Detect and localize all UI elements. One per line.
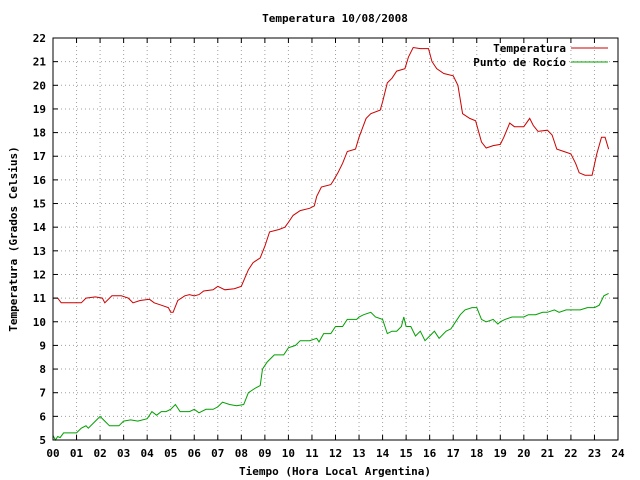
x-tick-label: 08	[235, 447, 248, 460]
x-tick-label: 00	[46, 447, 59, 460]
y-tick-label: 18	[33, 127, 46, 140]
y-tick-label: 15	[33, 198, 46, 211]
legend-label-temperatura: Temperatura	[493, 42, 566, 55]
y-tick-label: 9	[39, 339, 46, 352]
y-tick-label: 8	[39, 363, 46, 376]
x-tick-label: 23	[588, 447, 601, 460]
y-tick-label: 16	[33, 174, 47, 187]
y-tick-label: 10	[33, 316, 46, 329]
x-tick-label: 09	[258, 447, 271, 460]
x-tick-label: 14	[376, 447, 390, 460]
series-line-temperatura	[53, 46, 610, 313]
x-tick-label: 02	[93, 447, 106, 460]
x-tick-label: 05	[164, 447, 177, 460]
x-tick-label: 17	[447, 447, 460, 460]
y-tick-label: 5	[39, 434, 46, 447]
x-tick-label: 07	[211, 447, 224, 460]
x-tick-label: 06	[188, 447, 202, 460]
x-tick-label: 20	[517, 447, 530, 460]
legend: Temperatura Punto de Rocío	[473, 42, 608, 69]
x-tick-label: 15	[400, 447, 413, 460]
y-tick-label: 19	[33, 103, 46, 116]
series-line-punto-de-rocio	[52, 292, 609, 441]
tick-labels: 00 01 02 03 04 05 06 07 08 09 10 11 12 13 14 15 16 17 18 19…	[33, 32, 625, 460]
x-tick-label: 18	[470, 447, 483, 460]
y-tick-label: 21	[33, 56, 47, 69]
x-axis-label: Tiempo (Hora Local Argentina)	[239, 465, 431, 478]
y-tick-label: 13	[33, 245, 46, 258]
x-tick-label: 13	[352, 447, 365, 460]
y-tick-label: 7	[39, 387, 46, 400]
y-tick-label: 17	[33, 150, 46, 163]
x-tick-label: 24	[611, 447, 625, 460]
series-layer	[52, 46, 610, 441]
x-tick-label: 03	[117, 447, 130, 460]
x-tick-label: 10	[282, 447, 295, 460]
legend-label-punto-de-rocio: Punto de Rocío	[473, 56, 566, 69]
x-tick-label: 16	[423, 447, 437, 460]
y-axis-label: Temperatura (Grados Celsius)	[7, 146, 20, 331]
x-tick-label: 04	[141, 447, 155, 460]
y-tick-label: 22	[33, 32, 46, 45]
ticks	[52, 37, 619, 441]
x-tick-label: 12	[329, 447, 342, 460]
x-tick-label: 21	[541, 447, 555, 460]
x-tick-label: 22	[564, 447, 577, 460]
x-tick-label: 19	[494, 447, 507, 460]
chart-title: Temperatura 10/08/2008	[262, 12, 408, 25]
grid	[53, 38, 618, 440]
x-tick-label: 01	[70, 447, 84, 460]
y-tick-label: 6	[39, 410, 46, 423]
y-tick-label: 12	[33, 268, 46, 281]
y-tick-label: 14	[33, 221, 47, 234]
y-tick-label: 20	[33, 79, 46, 92]
x-tick-label: 11	[305, 447, 319, 460]
y-tick-label: 11	[33, 292, 47, 305]
